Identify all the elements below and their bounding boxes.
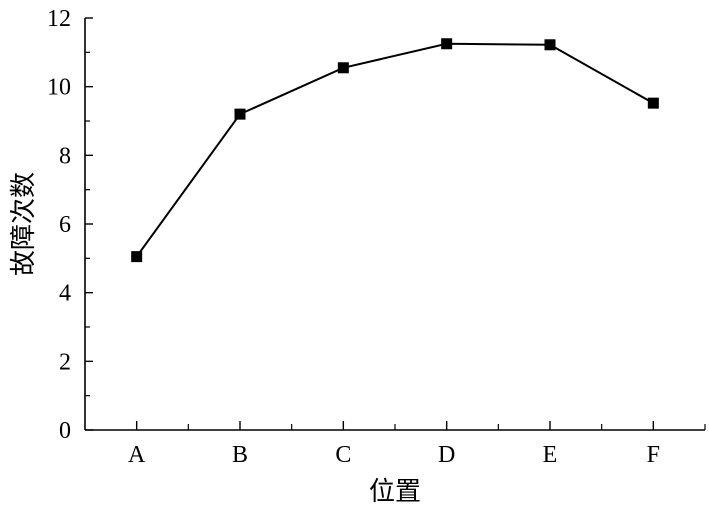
series-group (131, 38, 659, 263)
series-line (135, 42, 654, 258)
y-tick-label: 0 (59, 418, 71, 444)
x-tick-label: D (438, 442, 455, 468)
x-tick-label: F (647, 442, 660, 468)
x-axis-title: 位置 (369, 477, 421, 507)
data-point-e (544, 39, 556, 51)
y-tick-label: 2 (59, 349, 71, 375)
x-axis-ticks: A B C D E F (128, 421, 706, 468)
x-tick-label: B (232, 442, 248, 468)
y-tick-label: 6 (59, 212, 71, 238)
y-axis-ticks: 0 2 4 6 8 10 12 (47, 6, 93, 444)
y-tick-label: 8 (59, 143, 71, 169)
data-point-a (131, 251, 143, 263)
x-tick-label: C (335, 442, 351, 468)
x-tick-label: E (543, 442, 558, 468)
data-point-b (234, 108, 246, 120)
data-point-d (441, 38, 453, 50)
y-tick-label: 10 (47, 75, 71, 101)
data-point-f (647, 97, 659, 109)
x-tick-label: A (128, 442, 146, 468)
y-tick-label: 4 (59, 281, 71, 307)
data-point-c (337, 62, 349, 74)
y-tick-label: 12 (47, 6, 71, 32)
y-axis-title: 故障次数 (9, 172, 39, 276)
